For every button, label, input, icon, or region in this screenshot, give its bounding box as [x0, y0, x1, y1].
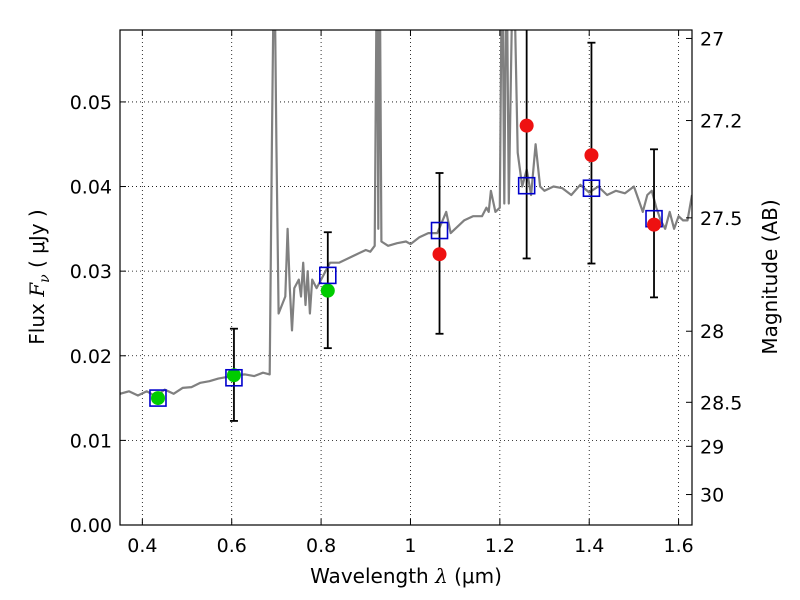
x-tick-label: 1.4 — [574, 535, 604, 557]
y-tick-label: 0.01 — [70, 430, 112, 452]
y2-tick-label: 28 — [700, 321, 724, 343]
y-tick-label: 0.02 — [70, 346, 112, 368]
red-data-point — [432, 247, 447, 262]
model-square — [430, 221, 449, 240]
ticks — [120, 30, 692, 526]
green-data-point — [320, 283, 335, 298]
right-axis-label: Magnitude (AB) — [758, 199, 782, 354]
y-tick-label: 0.05 — [70, 92, 112, 114]
spectrum-layer — [120, 30, 692, 398]
model-square — [517, 176, 536, 195]
model-square — [582, 179, 601, 198]
y2-tick-label: 27 — [700, 28, 724, 50]
red-data-point — [647, 217, 662, 232]
point-layer — [432, 118, 662, 262]
green-data-point — [226, 368, 241, 383]
red-data-point — [584, 148, 599, 163]
model-square — [225, 368, 243, 387]
x-tick-label: 1.2 — [485, 535, 515, 557]
y2-tick-label: 30 — [700, 485, 724, 507]
x-tick-label: 0.8 — [306, 535, 336, 557]
x-tick-label: 0.4 — [127, 535, 157, 557]
tick-labels: 0.4 0.6 0.8 1 1.2 1.4 1.6 0.00 0.01 0.02 0.03 0.04 0… — [70, 28, 743, 557]
y-tick-label: 0.00 — [70, 515, 112, 537]
y-axis-label: Flux Fν ( μJy ) — [25, 209, 53, 344]
model-square — [149, 389, 167, 407]
x-tick-label: 0.6 — [217, 535, 247, 557]
y-tick-label: 0.04 — [70, 177, 112, 199]
plot-background — [120, 30, 692, 525]
y2-tick-label: 27.2 — [700, 111, 742, 133]
spectrum-line — [120, 30, 692, 398]
y-tick-label: 0.03 — [70, 261, 112, 283]
green-data-point — [150, 391, 165, 406]
model-square-layer — [149, 176, 663, 407]
y2-tick-label: 27.5 — [700, 208, 742, 230]
red-data-point — [519, 118, 534, 133]
x-tick-label: 1.6 — [663, 535, 693, 557]
y2-tick-label: 29 — [700, 436, 724, 458]
model-square — [318, 266, 337, 285]
x-tick-label: 1 — [404, 535, 416, 557]
plot-frame — [119, 29, 693, 526]
x-axis-label: Wavelength λ (μm) — [310, 564, 502, 588]
y2-tick-label: 28.5 — [700, 392, 742, 414]
